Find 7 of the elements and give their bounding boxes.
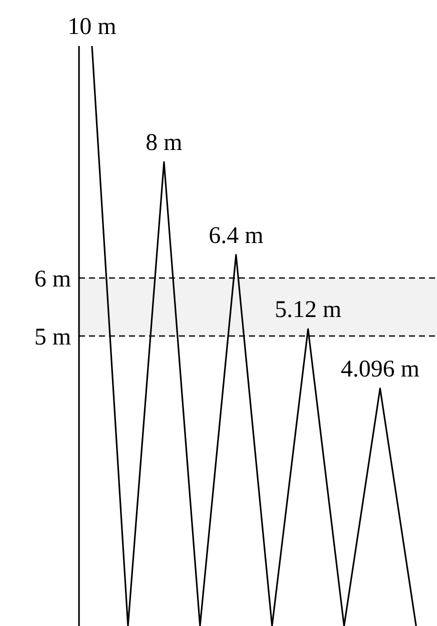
text: 5.12 m bbox=[274, 297, 342, 324]
y-tick-label: 5 m bbox=[34, 324, 72, 351]
text: 8 m bbox=[146, 130, 182, 156]
text: 10 m bbox=[68, 14, 116, 40]
text: 4.096 m bbox=[340, 356, 420, 382]
y-tick-label: 6 m bbox=[34, 266, 72, 293]
text: 6.4 m bbox=[208, 222, 264, 249]
